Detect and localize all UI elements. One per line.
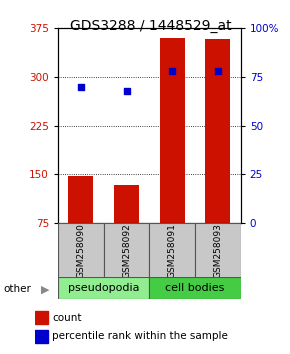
Point bbox=[79, 84, 83, 90]
Bar bbox=[104, 223, 149, 278]
Text: ▶: ▶ bbox=[41, 284, 49, 294]
Text: pseudopodia: pseudopodia bbox=[68, 283, 139, 293]
Bar bbox=[205, 39, 231, 223]
Bar bbox=[114, 185, 139, 223]
Point bbox=[215, 68, 220, 74]
Text: GSM258091: GSM258091 bbox=[168, 223, 177, 278]
Text: percentile rank within the sample: percentile rank within the sample bbox=[52, 331, 228, 341]
Bar bbox=[68, 176, 93, 223]
Text: GDS3288 / 1448529_at: GDS3288 / 1448529_at bbox=[70, 19, 232, 34]
Bar bbox=[35, 311, 48, 324]
Bar bbox=[160, 38, 185, 223]
Point bbox=[124, 88, 129, 93]
Text: other: other bbox=[3, 284, 31, 294]
Bar bbox=[195, 223, 241, 278]
Text: cell bodies: cell bodies bbox=[165, 283, 225, 293]
Bar bbox=[149, 277, 241, 299]
Bar bbox=[35, 330, 48, 343]
Bar bbox=[149, 223, 195, 278]
Text: GSM258092: GSM258092 bbox=[122, 223, 131, 278]
Text: GSM258090: GSM258090 bbox=[76, 223, 85, 278]
Text: count: count bbox=[52, 313, 82, 323]
Bar bbox=[58, 277, 149, 299]
Bar bbox=[58, 223, 104, 278]
Point bbox=[170, 68, 175, 74]
Text: GSM258093: GSM258093 bbox=[213, 223, 222, 278]
